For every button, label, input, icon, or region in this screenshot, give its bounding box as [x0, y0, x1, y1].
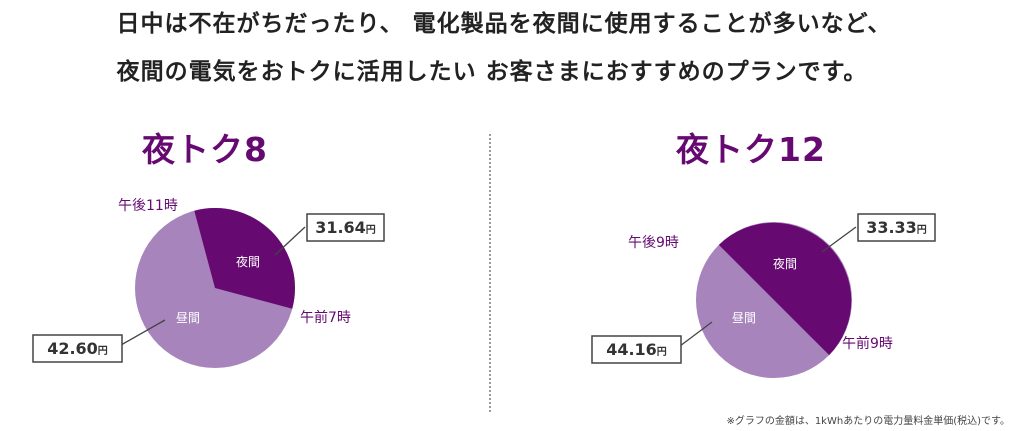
footnote: ※グラフの金額は、1kWhあたりの電力量料金単価(税込)です。 [726, 416, 1010, 427]
price-leader-line-night [821, 226, 857, 253]
price-value-night: 31.64円 [315, 218, 376, 237]
price-leader-line-day [120, 319, 166, 346]
plan-title-yoru-toku-8: 夜トク8 [142, 130, 268, 169]
section-divider [489, 134, 491, 412]
slice-label-night: 夜間 [773, 256, 797, 271]
price-box-day [591, 335, 682, 364]
plan-title-yoru-toku-12: 夜トク12 [676, 130, 826, 169]
price-leader-line-day [679, 321, 713, 347]
slice-label-day: 昼間 [732, 311, 756, 325]
pie-slice-night [194, 208, 295, 309]
price-box-night [306, 213, 385, 242]
headline-line-1: 日中は不在がちだったり、 電化製品を夜間に使用することが多いなど、 [116, 11, 892, 37]
price-value-day: 44.16円 [606, 340, 667, 359]
pie-slice-night [718, 222, 852, 356]
boundary-label-night-start: 午後11時 [118, 198, 178, 214]
price-box-night [857, 213, 936, 242]
headline-line-2: 夜間の電気をおトクに活用したい お客さまにおすすめのプランです。 [116, 59, 868, 85]
price-value-night: 33.33円 [866, 218, 927, 237]
boundary-label-night-end: 午前7時 [300, 309, 351, 326]
boundary-label-night-start: 午後9時 [628, 235, 679, 251]
price-leader-line-night [274, 226, 306, 256]
slice-label-day: 昼間 [176, 311, 200, 325]
price-box-day [32, 334, 123, 363]
boundary-label-night-end: 午前9時 [842, 335, 893, 352]
slice-label-night: 夜間 [236, 254, 260, 269]
price-value-day: 42.60円 [47, 339, 108, 358]
